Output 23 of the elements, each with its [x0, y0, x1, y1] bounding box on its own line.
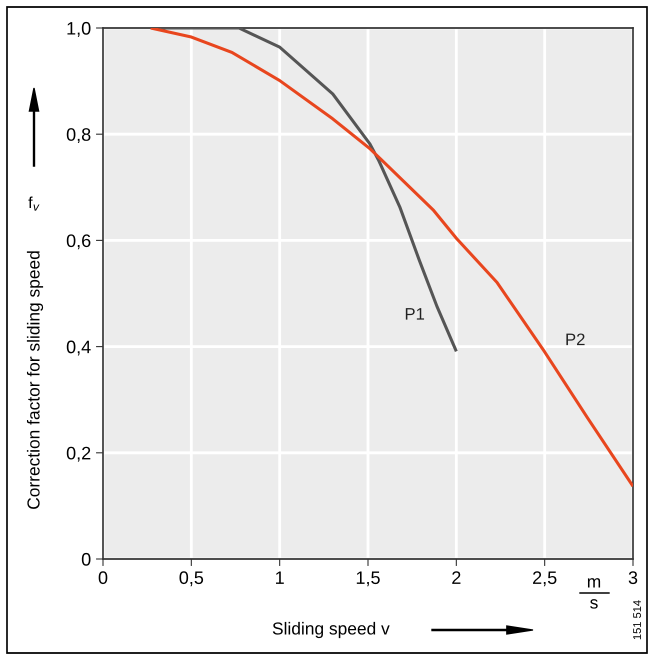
- x-tick-label: 2,5: [533, 571, 556, 586]
- y-tick-label: 0: [82, 552, 90, 566]
- y-tick-label: 1,0: [67, 22, 90, 37]
- text: s: [590, 599, 598, 609]
- x-tick-label: 0: [98, 571, 108, 584]
- x-tick-label: 2: [452, 571, 460, 584]
- x-tick-label: 3: [628, 571, 638, 584]
- y-tick-label: 0,4: [66, 340, 91, 356]
- text: 151 514: [633, 600, 641, 640]
- x-tick-label: 0,5: [179, 571, 204, 586]
- line-series: [158, 28, 458, 353]
- y-tick-label: 0,8: [66, 128, 90, 144]
- y-tick-label: 0,6: [66, 234, 90, 250]
- series-label: P1: [406, 308, 424, 320]
- y-axis-title: Correction factor for sliding speed: [26, 251, 44, 509]
- series-label: P2: [566, 333, 585, 346]
- line-series: [149, 28, 633, 488]
- y-tick-label: 0,2: [66, 446, 90, 462]
- text: f$_{v}$: [28, 196, 40, 211]
- x-axis-title: Sliding speed v: [272, 622, 390, 638]
- x-tick-label: 1: [276, 571, 284, 584]
- text: m: [588, 578, 600, 588]
- x-tick-label: 1,5: [356, 571, 380, 586]
